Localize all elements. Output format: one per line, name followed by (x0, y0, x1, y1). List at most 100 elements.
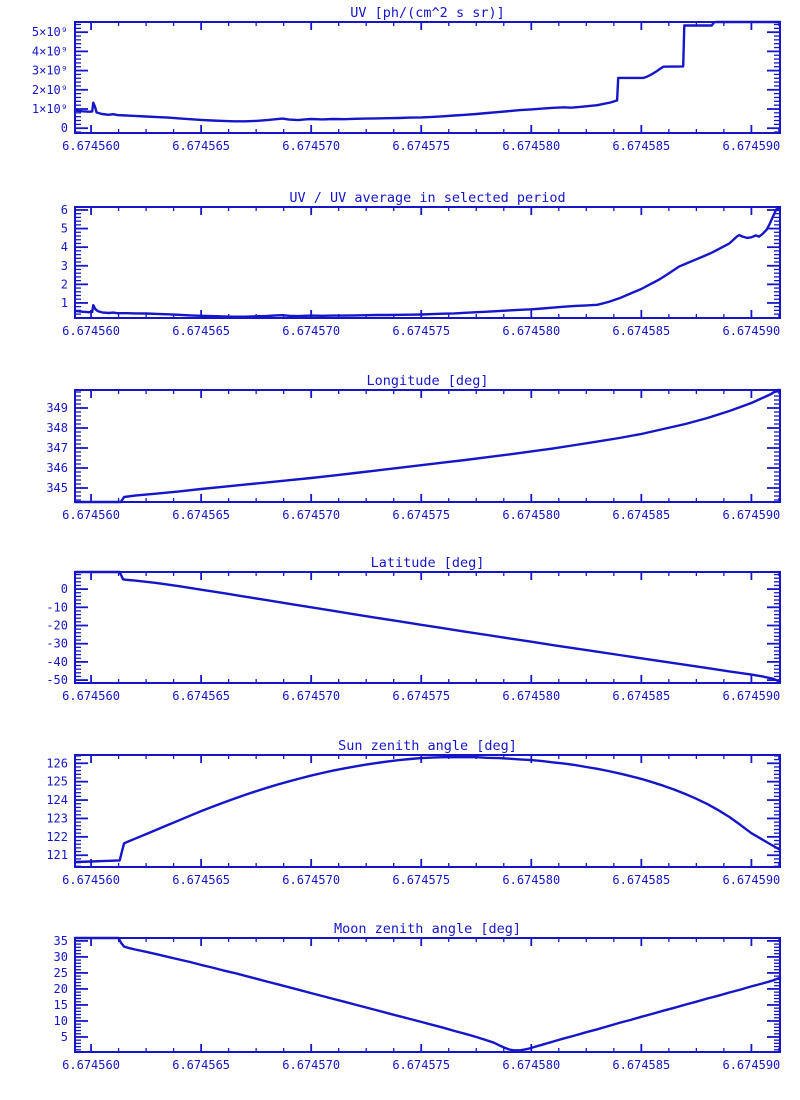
y-tick-label: -50 (46, 673, 68, 687)
x-tick-label: 6.674570 (282, 873, 340, 887)
y-tick-label: 0 (61, 121, 68, 135)
y-tick-label: 124 (46, 793, 68, 807)
x-tick-label: 6.674585 (612, 139, 670, 153)
y-tick-label: 35 (54, 934, 68, 948)
chart-title: UV / UV average in selected period (289, 190, 565, 206)
y-tick-label: 3 (61, 259, 68, 273)
x-tick-label: 6.674575 (392, 324, 450, 338)
y-tick-label: 125 (46, 775, 68, 789)
plot-frame (74, 389, 781, 503)
x-tick-label: 6.674560 (62, 1058, 120, 1072)
x-tick-label: 6.674565 (172, 689, 230, 703)
y-tick-label: 1 (61, 296, 68, 310)
x-tick-label: 6.674565 (172, 324, 230, 338)
x-tick-label: 6.674580 (502, 1058, 560, 1072)
panel-3: Longitude [deg] 6.674560 6.674565 6.674570 6… (46, 373, 782, 522)
x-tick-label: 6.674570 (282, 508, 340, 522)
data-line (73, 936, 782, 1052)
panel-5: Sun zenith angle [deg] 6.674560 6.674565 6.… (46, 738, 782, 887)
x-tick-label: 6.674585 (612, 873, 670, 887)
y-tick-label: -30 (46, 637, 68, 651)
y-tick-label: -40 (46, 655, 68, 669)
y-tick-label: 4 (61, 240, 68, 254)
y-tick-label: 2×10⁹ (32, 83, 68, 97)
x-tick-label: 6.674560 (62, 324, 120, 338)
x-tick-label: 6.674565 (172, 873, 230, 887)
y-tick-label: 346 (46, 461, 68, 475)
x-tick-label: 6.674570 (282, 324, 340, 338)
y-tick-label: 15 (54, 998, 68, 1012)
y-tick-label: -10 (46, 600, 68, 614)
x-tick-label: 6.674590 (722, 873, 780, 887)
y-tick-label: 25 (54, 966, 68, 980)
x-tick-label: 6.674570 (282, 1058, 340, 1072)
chart-title: Longitude [deg] (367, 373, 489, 389)
chart-title: Sun zenith angle [deg] (338, 738, 517, 754)
x-tick-label: 6.674560 (62, 689, 120, 703)
plot-frame (74, 206, 781, 319)
y-tick-label: 5×10⁹ (32, 25, 68, 39)
x-tick-label: 6.674565 (172, 508, 230, 522)
y-tick-label: 1×10⁹ (32, 102, 68, 116)
x-tick-label: 6.674580 (502, 324, 560, 338)
data-line (73, 755, 782, 864)
panel-1: UV [ph/(cm^2 s sr)] 6.674560 6.674565 6.674… (32, 5, 782, 153)
y-tick-label: 345 (46, 481, 68, 495)
x-tick-label: 6.674590 (722, 324, 780, 338)
y-tick-label: 6 (61, 203, 68, 217)
x-tick-label: 6.674590 (722, 1058, 780, 1072)
x-tick-label: 6.674580 (502, 873, 560, 887)
y-tick-label: 123 (46, 811, 68, 825)
plot-frame (74, 21, 781, 134)
y-tick-label: 10 (54, 1014, 68, 1028)
data-line (73, 388, 782, 504)
chart-title: UV [ph/(cm^2 s sr)] (350, 5, 504, 21)
y-tick-label: -20 (46, 618, 68, 632)
panel-6: Moon zenith angle [deg] 6.674560 6.674565 6… (54, 921, 782, 1072)
y-tick-label: 348 (46, 421, 68, 435)
plot-frame (74, 754, 781, 868)
y-tick-label: 5 (61, 1030, 68, 1044)
x-tick-label: 6.674575 (392, 139, 450, 153)
y-tick-label: 4×10⁹ (32, 44, 68, 58)
y-tick-label: 20 (54, 982, 68, 996)
x-tick-label: 6.674575 (392, 1058, 450, 1072)
y-tick-label: 121 (46, 848, 68, 862)
x-tick-label: 6.674560 (62, 508, 120, 522)
x-tick-label: 6.674580 (502, 508, 560, 522)
x-tick-label: 6.674575 (392, 873, 450, 887)
plot-frame (74, 571, 781, 684)
y-tick-label: 30 (54, 950, 68, 964)
chart-title: Moon zenith angle [deg] (334, 921, 521, 937)
x-tick-label: 6.674585 (612, 508, 670, 522)
x-tick-label: 6.674570 (282, 689, 340, 703)
plot-frame (74, 937, 781, 1053)
x-tick-label: 6.674590 (722, 139, 780, 153)
panel-2: UV / UV average in selected period 6.6745… (61, 190, 782, 338)
data-line (73, 20, 782, 123)
chart-title: Latitude [deg] (371, 555, 485, 571)
x-tick-label: 6.674580 (502, 689, 560, 703)
x-tick-label: 6.674575 (392, 508, 450, 522)
panel-4: Latitude [deg] 6.674560 6.674565 6.674570 6.… (46, 555, 782, 703)
data-line (73, 570, 782, 684)
y-tick-label: 349 (46, 401, 68, 415)
x-tick-label: 6.674560 (62, 873, 120, 887)
y-tick-label: 0 (61, 582, 68, 596)
x-tick-label: 6.674575 (392, 689, 450, 703)
y-tick-label: 5 (61, 222, 68, 236)
y-tick-label: 347 (46, 441, 68, 455)
x-tick-label: 6.674565 (172, 1058, 230, 1072)
y-tick-label: 3×10⁹ (32, 64, 68, 78)
x-tick-label: 6.674585 (612, 1058, 670, 1072)
x-tick-label: 6.674585 (612, 689, 670, 703)
y-tick-label: 122 (46, 830, 68, 844)
data-line (73, 206, 782, 318)
x-tick-label: 6.674590 (722, 508, 780, 522)
x-tick-label: 6.674560 (62, 139, 120, 153)
y-tick-label: 126 (46, 756, 68, 770)
x-tick-label: 6.674570 (282, 139, 340, 153)
x-tick-label: 6.674590 (722, 689, 780, 703)
